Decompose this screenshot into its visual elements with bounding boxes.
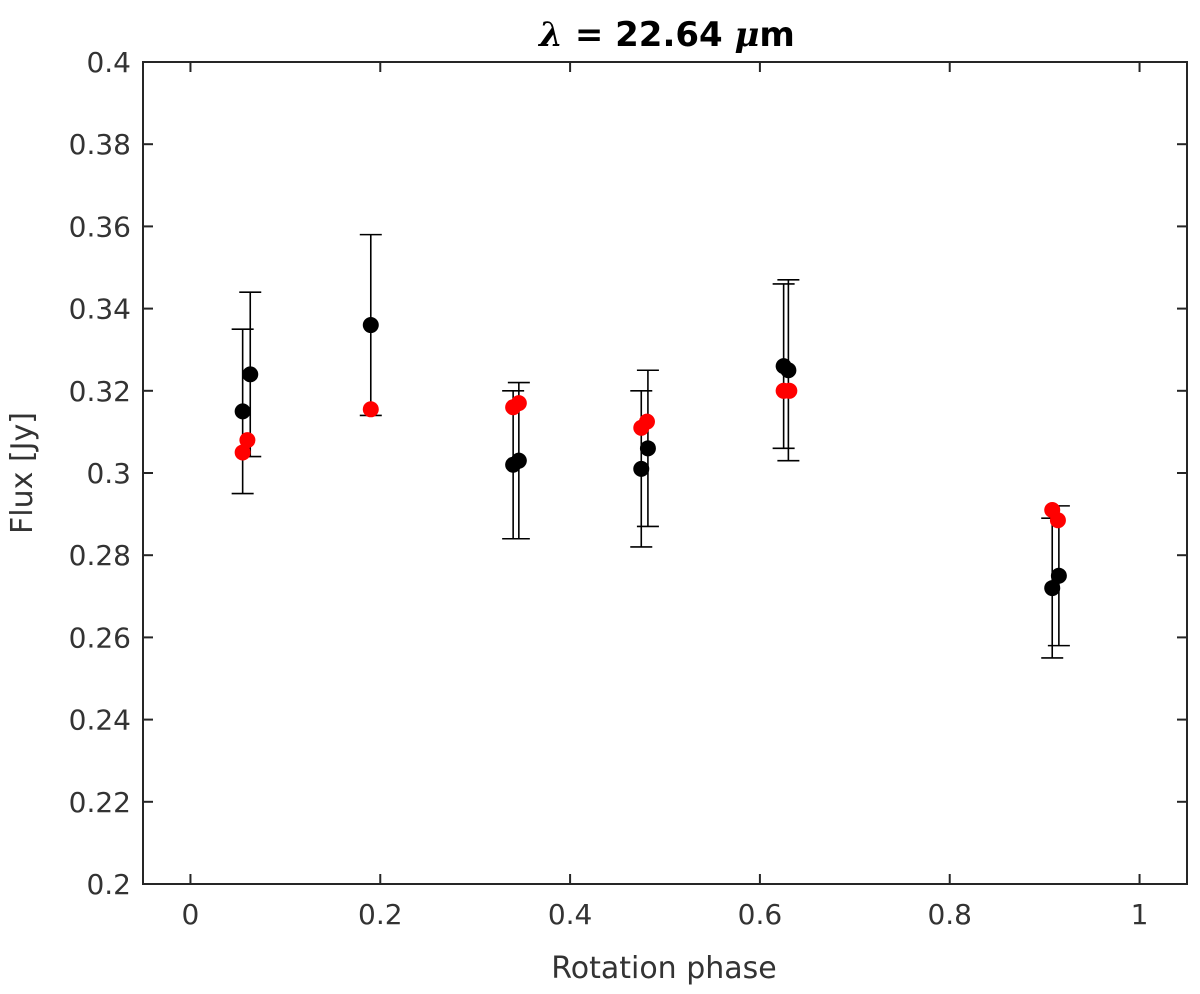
data-point-black [510, 452, 527, 469]
y-tick-label: 0.26 [69, 621, 131, 654]
chart-title: λ = 22.64 μm [537, 15, 795, 55]
data-point-red [239, 432, 256, 449]
axes: 0 0.2 0.4 0.6 0.8 1 0.2 0.22 0.24 0.26 0.28 0.3 0.32… [69, 46, 1188, 931]
data-point-black [1050, 567, 1067, 584]
data-point-black [242, 366, 259, 383]
data-point-red [781, 382, 798, 399]
title-symbol: λ [537, 15, 563, 55]
data-point-black [234, 403, 251, 420]
y-tick-label: 0.3 [86, 457, 131, 490]
y-tick-label: 0.38 [69, 128, 131, 161]
data-point-black [362, 317, 379, 334]
x-tick-label: 0 [182, 898, 200, 931]
y-tick-label: 0.22 [69, 786, 131, 819]
x-tick-label: 0.6 [738, 898, 783, 931]
y-tick-label: 0.24 [69, 704, 131, 737]
y-tick-label: 0.36 [69, 210, 131, 243]
x-tick-label: 0.4 [548, 898, 593, 931]
x-tick-label: 0.8 [927, 898, 972, 931]
y-axis-label: Flux [Jy] [5, 412, 40, 534]
x-axis-label: Rotation phase [551, 951, 777, 986]
y-tick-label: 0.28 [69, 539, 131, 572]
x-tick-label: 1 [1131, 898, 1149, 931]
data-point-black [1044, 580, 1061, 597]
y-tick-label: 0.2 [86, 868, 131, 901]
y-tick-label: 0.34 [69, 293, 131, 326]
data-point-red [638, 413, 655, 430]
data-point-black [780, 362, 797, 379]
data-point-red [362, 401, 379, 418]
x-tick-label: 0.2 [358, 898, 403, 931]
data-point-black [633, 460, 650, 477]
data-points [234, 317, 1067, 597]
y-tick-label: 0.4 [86, 46, 131, 79]
data-point-red [234, 444, 251, 461]
y-tick-label: 0.32 [69, 375, 131, 408]
title-unit-prefix: μ [735, 15, 760, 55]
data-point-black [639, 440, 656, 457]
data-point-red [510, 395, 527, 412]
title-unit: m [759, 15, 794, 55]
data-point-red [1049, 512, 1066, 529]
title-value: = 22.64 [563, 15, 735, 55]
